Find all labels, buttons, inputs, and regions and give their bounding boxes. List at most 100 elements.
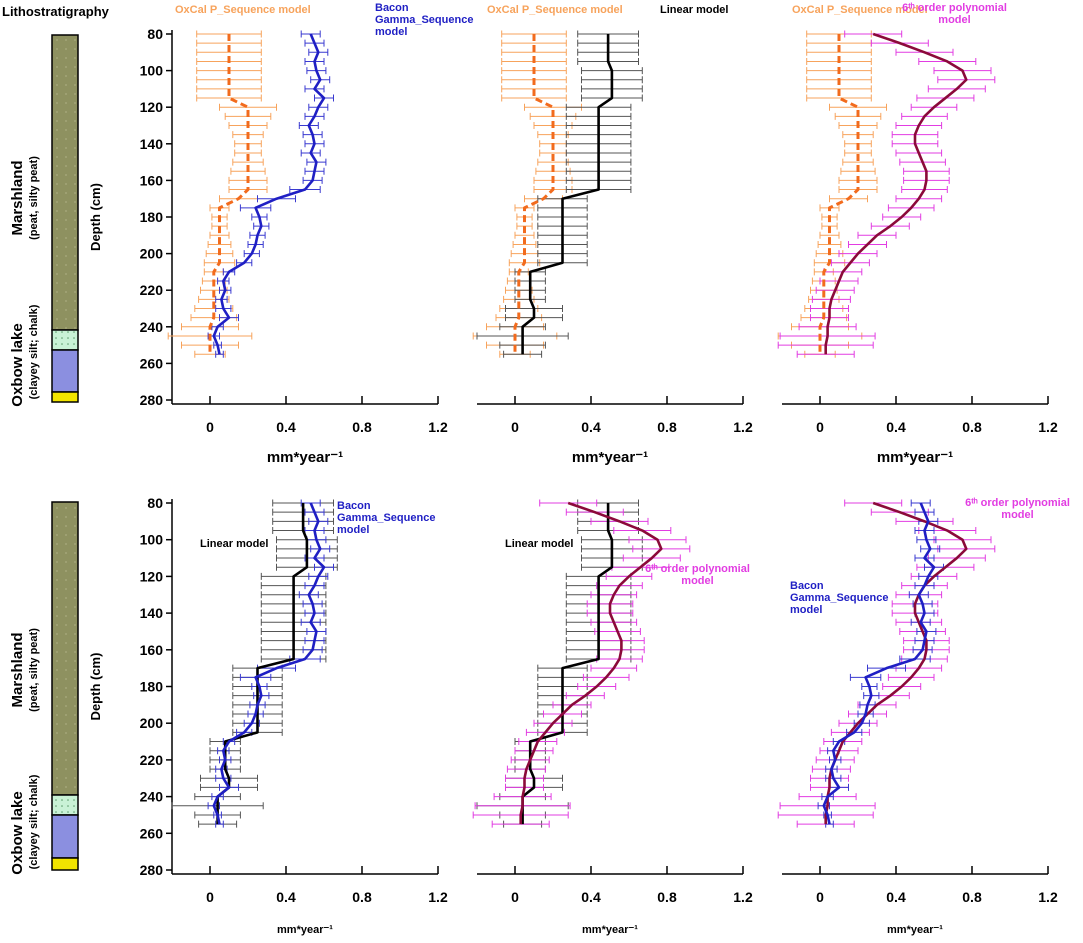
series-line (212, 33, 326, 355)
series-line (519, 501, 663, 825)
y-tick-label: 200 (140, 246, 164, 262)
y-tick-label: 200 (140, 715, 164, 731)
error-bar (501, 94, 567, 102)
y-tick-label: 180 (140, 209, 164, 225)
series-line (822, 502, 936, 825)
y-tick-label: 100 (140, 532, 164, 548)
x-tick-label: 0 (511, 419, 519, 435)
x-axis-label: mm*year⁻¹ (887, 924, 943, 936)
series-label: OxCal P_Sequence model (175, 4, 311, 16)
y-tick-label: 220 (140, 752, 164, 768)
error-bar (514, 231, 535, 239)
y-tick-label: 140 (140, 136, 164, 152)
error-bar (817, 240, 842, 248)
y-tick-label: 80 (147, 26, 163, 42)
x-tick-label: 0.4 (886, 889, 906, 905)
series-label: Bacon Gamma_Sequence model (790, 580, 889, 616)
y-tick-label: 220 (140, 282, 164, 298)
y-axis-label: Depth (cm) (88, 183, 103, 251)
y-tick-label: 260 (140, 825, 164, 841)
series-line (521, 503, 614, 825)
y-tick-label: 280 (140, 862, 164, 878)
error-bar (806, 85, 872, 93)
litho-detail: (peat, silty peat) (28, 628, 40, 712)
y-tick-label: 160 (140, 642, 164, 658)
error-bar (512, 240, 537, 248)
series-line (212, 502, 326, 825)
series-label: 6ᵗʰ order polynomial model (645, 563, 750, 587)
error-bar (819, 231, 840, 239)
error-bar (806, 48, 872, 56)
series-line (521, 34, 614, 355)
y-tick-label: 120 (140, 568, 164, 584)
error-bar (806, 94, 872, 102)
error-bar (232, 158, 264, 166)
x-tick-label: 0.8 (962, 419, 982, 435)
x-tick-label: 0.4 (581, 889, 601, 905)
series-line (824, 32, 968, 355)
x-tick-label: 0.8 (657, 889, 677, 905)
y-tick-label: 280 (140, 392, 164, 408)
series-label: 6ᵗʰ order polynomial model (965, 497, 1070, 521)
error-bar (196, 48, 262, 56)
x-tick-label: 0 (511, 889, 519, 905)
error-bar (196, 39, 262, 47)
series-label: Linear model (660, 4, 729, 16)
x-tick-label: 0.8 (657, 419, 677, 435)
litho-unit: Marshland (9, 160, 26, 235)
x-tick-label: 1.2 (428, 419, 448, 435)
series-label: OxCal P_Sequence model (487, 4, 623, 16)
y-tick-label: 80 (147, 495, 163, 511)
y-tick-label: 240 (140, 789, 164, 805)
y-axis-label: Depth (cm) (88, 653, 103, 721)
y-tick-label: 140 (140, 605, 164, 621)
error-bar (219, 103, 277, 111)
y-tick-label: 160 (140, 172, 164, 188)
x-axis-label: mm*year⁻¹ (877, 449, 953, 466)
x-axis-label: mm*year⁻¹ (277, 924, 333, 936)
x-tick-label: 0 (816, 419, 824, 435)
litho-title: Lithostratigraphy (2, 4, 110, 19)
error-bar (842, 158, 874, 166)
x-tick-label: 0.8 (962, 889, 982, 905)
x-axis-label: mm*year⁻¹ (267, 449, 343, 466)
x-tick-label: 0.8 (352, 419, 372, 435)
y-tick-label: 100 (140, 63, 164, 79)
x-tick-label: 0.4 (581, 419, 601, 435)
x-tick-label: 0.4 (276, 889, 296, 905)
error-bar (501, 48, 567, 56)
y-tick-label: 260 (140, 355, 164, 371)
litho-detail: (clayey silt; chalk) (28, 304, 40, 399)
x-axis-label: mm*year⁻¹ (572, 449, 648, 466)
litho-detail: (peat, silty peat) (28, 156, 40, 240)
error-bar (196, 94, 262, 102)
error-bar (196, 85, 262, 93)
series-label: Linear model (505, 538, 574, 550)
x-tick-label: 0 (206, 419, 214, 435)
error-bar (844, 149, 872, 157)
litho-unit: Oxbow lake (9, 791, 26, 874)
x-tick-label: 0.4 (276, 419, 296, 435)
error-bar (501, 85, 567, 93)
series-line (818, 34, 860, 355)
series-line (824, 501, 968, 825)
litho-unit: Marshland (9, 632, 26, 707)
series-label: OxCal P_Sequence model (792, 4, 928, 16)
x-tick-label: 0 (206, 889, 214, 905)
error-bar (234, 149, 262, 157)
y-tick-label: 180 (140, 679, 164, 695)
x-tick-label: 0.8 (352, 889, 372, 905)
x-tick-label: 1.2 (733, 889, 753, 905)
x-tick-label: 1.2 (733, 419, 753, 435)
x-tick-label: 1.2 (428, 889, 448, 905)
y-tick-label: 120 (140, 99, 164, 115)
error-bar (501, 39, 567, 47)
series-label: 6ᵗʰ order polynomial model (902, 2, 1007, 26)
series-line (216, 503, 309, 825)
litho-detail: (clayey silt; chalk) (28, 774, 40, 869)
series-label: Bacon Gamma_Sequence model (337, 500, 436, 536)
x-axis-label: mm*year⁻¹ (582, 924, 638, 936)
error-bar (209, 231, 230, 239)
